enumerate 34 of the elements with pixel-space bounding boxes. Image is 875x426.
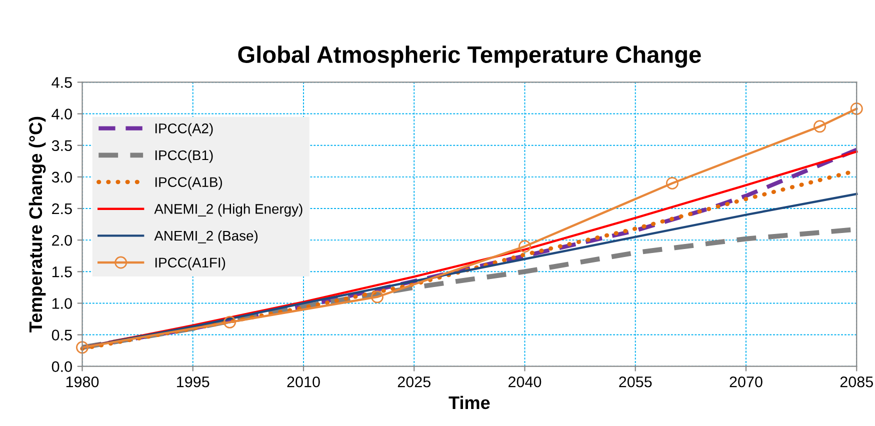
legend-label: IPCC(B1) <box>155 150 213 163</box>
y-tick-label: 0.0 <box>52 361 72 372</box>
legend-label: IPCC(A1B) <box>155 176 222 190</box>
point <box>371 290 384 304</box>
y-tick-label: 4.5 <box>52 77 72 88</box>
point <box>850 102 863 115</box>
y-tick-label: 3.0 <box>52 172 72 183</box>
x-tick-label: 2025 <box>398 376 430 388</box>
legend-label: IPCC(A2) <box>155 123 213 136</box>
y-tick-label: 4.0 <box>52 108 72 120</box>
legend-label: ANEMI_2 (Base) <box>154 230 258 244</box>
y-axis-title: Temperature Change (°C) <box>28 116 46 332</box>
point <box>224 316 236 328</box>
y-tick-label: 2.0 <box>52 234 72 246</box>
y-tick-label: 1.5 <box>52 266 72 278</box>
x-tick-label: 2070 <box>730 376 762 388</box>
chart-title: Global Atmospheric Temperature Change <box>238 46 701 68</box>
x-tick-label: 1995 <box>177 376 210 388</box>
x-tick-label: 2010 <box>287 376 320 388</box>
x-tick-label: 2085 <box>840 376 873 388</box>
point <box>518 240 531 253</box>
point <box>814 120 826 133</box>
y-tick-label: 3.5 <box>52 140 72 152</box>
x-tick-label: 2040 <box>508 376 542 388</box>
y-tick-label: 1.0 <box>52 298 72 309</box>
y-tick-label: 2.5 <box>52 203 72 214</box>
x-tick-label: 1980 <box>66 376 99 388</box>
legend-label: ANEMI_2 (High Energy) <box>154 204 302 217</box>
y-tick-label: 0.5 <box>52 330 72 340</box>
point <box>666 176 678 190</box>
legend-label: IPCC(A1FI) <box>155 257 226 270</box>
x-tick-label: 2055 <box>619 376 652 388</box>
point <box>76 341 88 354</box>
x-axis-title: Time <box>448 396 490 410</box>
